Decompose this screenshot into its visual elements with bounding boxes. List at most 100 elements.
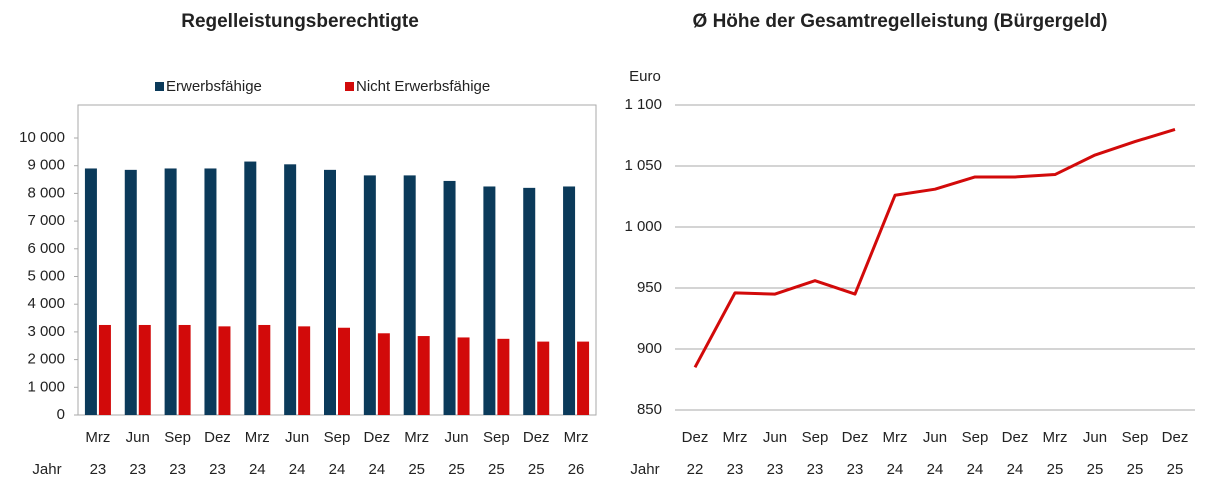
bar: [563, 186, 576, 415]
x-tick-label: Mrz: [564, 429, 589, 446]
bar: [537, 341, 550, 415]
y-tick-label: 5 000: [27, 267, 65, 284]
legend-swatch: [155, 82, 164, 91]
year-tick-label: 23: [129, 461, 146, 478]
bar: [138, 324, 151, 415]
x-tick-label: Jun: [923, 429, 947, 446]
chart-title: Regelleistungsberechtigte: [181, 11, 419, 32]
legend-label: Nicht Erwerbsfähige: [356, 78, 490, 95]
bar: [324, 169, 336, 415]
x-tick-label: Mrz: [404, 429, 429, 446]
x-tick-label: Sep: [324, 429, 351, 446]
x-tick-label: Dez: [1162, 429, 1189, 446]
x-tick-label: Sep: [802, 429, 829, 446]
year-tick-label: 23: [90, 461, 107, 478]
y-tick-label: 850: [637, 401, 662, 418]
bar: [403, 175, 416, 415]
year-tick-label: 24: [329, 461, 346, 478]
x-tick-label: Sep: [1122, 429, 1149, 446]
year-tick-label: 22: [687, 461, 704, 478]
y-tick-label: 0: [57, 406, 65, 423]
year-tick-label: 25: [488, 461, 505, 478]
year-tick-label: 24: [887, 461, 904, 478]
plot-frame: [77, 104, 597, 416]
year-label: Jahr: [630, 461, 659, 478]
year-tick-label: 24: [249, 461, 266, 478]
year-tick-label: 25: [1047, 461, 1064, 478]
x-tick-label: Mrz: [723, 429, 748, 446]
bar: [124, 169, 137, 415]
bar: [204, 168, 217, 415]
bar: [497, 338, 510, 415]
bar: [523, 187, 536, 415]
year-tick-label: 23: [169, 461, 186, 478]
x-tick-label: Mrz: [883, 429, 908, 446]
bar: [178, 324, 191, 415]
year-tick-label: 25: [1127, 461, 1144, 478]
y-tick-label: 9 000: [27, 157, 65, 174]
y-tick-label: 10 000: [19, 129, 65, 146]
legend-label: Erwerbsfähige: [166, 78, 262, 95]
bar: [98, 324, 111, 415]
x-tick-label: Dez: [523, 429, 550, 446]
chart-title: Ø Höhe der Gesamtregelleistung (Bürgerge…: [693, 11, 1108, 32]
year-tick-label: 23: [807, 461, 824, 478]
x-tick-label: Jun: [126, 429, 150, 446]
year-tick-label: 24: [289, 461, 306, 478]
y-tick-label: 1 050: [624, 157, 662, 174]
year-tick-label: 25: [528, 461, 545, 478]
y-axis-label: Euro: [629, 68, 661, 85]
year-tick-label: 25: [448, 461, 465, 478]
bar: [84, 168, 97, 415]
line: [693, 127, 1176, 369]
bar: [258, 324, 271, 415]
bar: [244, 161, 257, 415]
bar: [218, 326, 231, 415]
year-tick-label: 26: [568, 461, 585, 478]
x-tick-label: Mrz: [1043, 429, 1068, 446]
bar: [363, 175, 376, 415]
bar: [164, 168, 177, 415]
x-tick-label: Jun: [285, 429, 309, 446]
bar: [377, 333, 390, 415]
bar: [417, 336, 430, 415]
y-tick-label: 950: [637, 279, 662, 296]
x-tick-label: Dez: [682, 429, 709, 446]
year-tick-label: 25: [1167, 461, 1184, 478]
bar: [577, 341, 590, 415]
bar: [284, 164, 297, 415]
y-tick-label: 4 000: [27, 295, 65, 312]
x-tick-label: Dez: [842, 429, 869, 446]
y-tick-label: 1 000: [27, 378, 65, 395]
x-tick-label: Mrz: [85, 429, 110, 446]
x-tick-label: Jun: [763, 429, 787, 446]
y-tick-label: 8 000: [27, 184, 65, 201]
year-tick-label: 24: [927, 461, 944, 478]
y-tick-label: 7 000: [27, 212, 65, 229]
x-tick-label: Dez: [1002, 429, 1029, 446]
year-label: Jahr: [32, 461, 61, 478]
x-tick-label: Dez: [204, 429, 231, 446]
x-tick-label: Jun: [1083, 429, 1107, 446]
y-tick-label: 2 000: [27, 351, 65, 368]
legend-swatch: [345, 82, 354, 91]
y-tick-label: 1 000: [624, 218, 662, 235]
x-tick-label: Sep: [483, 429, 510, 446]
bar: [443, 180, 456, 415]
x-tick-label: Jun: [444, 429, 468, 446]
y-tick-label: 3 000: [27, 323, 65, 340]
y-tick-label: 900: [637, 340, 662, 357]
year-tick-label: 23: [727, 461, 744, 478]
x-tick-label: Mrz: [245, 429, 270, 446]
year-tick-label: 25: [1087, 461, 1104, 478]
x-tick-label: Dez: [364, 429, 391, 446]
y-tick-label: 6 000: [27, 240, 65, 257]
bar: [338, 327, 350, 415]
year-tick-label: 24: [369, 461, 386, 478]
x-tick-label: Sep: [962, 429, 989, 446]
year-tick-label: 24: [1007, 461, 1024, 478]
year-tick-label: 24: [967, 461, 984, 478]
year-tick-label: 23: [209, 461, 226, 478]
bar: [483, 186, 496, 415]
